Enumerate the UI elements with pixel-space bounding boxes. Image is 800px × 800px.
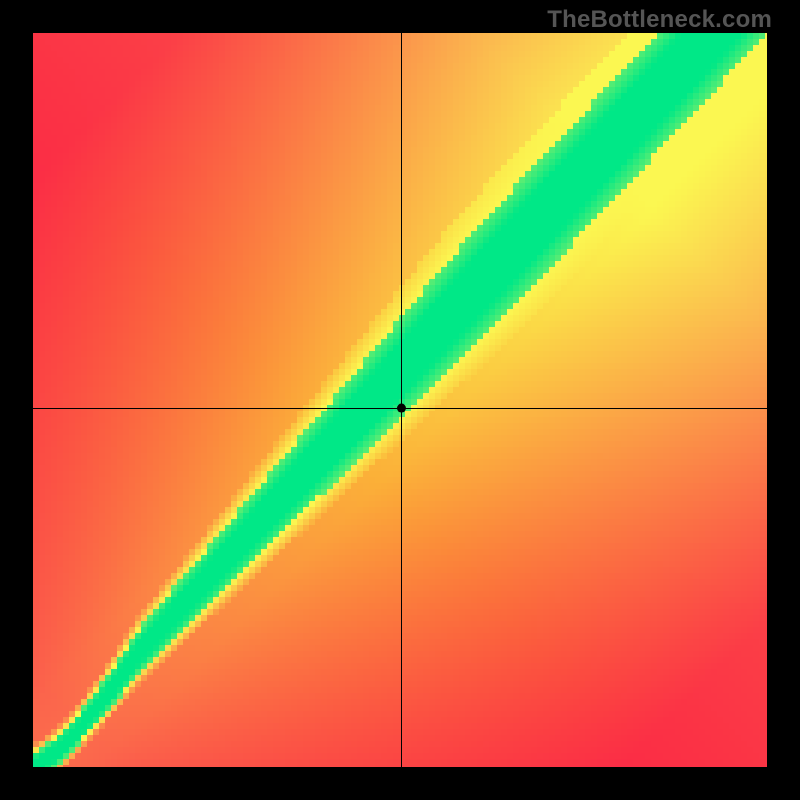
heatmap-plot <box>33 33 767 767</box>
heatmap-canvas <box>33 33 767 767</box>
bottleneck-chart-container: TheBottleneck.com <box>0 0 800 800</box>
watermark-text: TheBottleneck.com <box>547 6 772 34</box>
